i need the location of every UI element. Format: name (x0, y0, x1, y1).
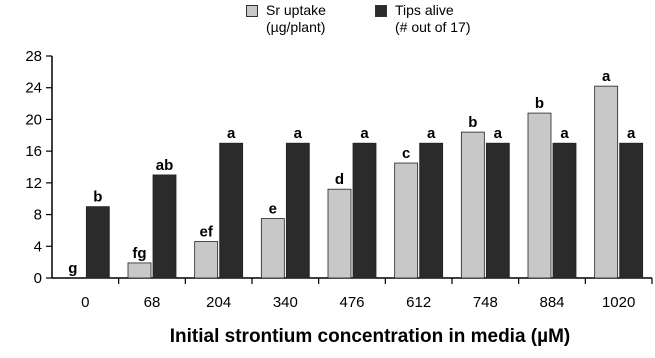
sr-uptake-significance-label: g (68, 260, 77, 277)
y-tick-label: 12 (25, 175, 42, 192)
y-tick-label: 0 (34, 270, 42, 287)
sr-uptake-significance-label: b (468, 114, 477, 131)
sr-uptake-significance-label: c (402, 145, 410, 162)
sr-uptake-significance-label: a (602, 68, 611, 85)
tips-alive-significance-label: a (494, 125, 503, 142)
sr-uptake-significance-label: e (269, 201, 277, 218)
sr-uptake-bar (594, 85, 619, 279)
x-tick-label: 476 (339, 294, 364, 311)
legend-item-sr-uptake: Sr uptake (µg/plant) (246, 2, 326, 36)
tips-alive-significance-label: a (560, 125, 569, 142)
tips-alive-bar (152, 174, 177, 279)
y-tick-label: 20 (25, 111, 42, 128)
tips-alive-bar (85, 206, 110, 279)
x-tick-label: 68 (144, 294, 161, 311)
sr-uptake-bar (260, 218, 285, 279)
sr-uptake-bar (527, 112, 552, 279)
x-tick-label: 204 (206, 294, 231, 311)
tips-alive-significance-label: ab (156, 157, 174, 174)
sr-uptake-significance-label: b (535, 95, 544, 112)
x-tick-label: 1020 (602, 294, 635, 311)
sr-uptake-bar (460, 131, 485, 279)
y-tick-label: 8 (34, 207, 42, 224)
sr-uptake-significance-label: ef (199, 224, 213, 241)
tips-alive-bar (219, 142, 244, 279)
x-tick-label: 340 (273, 294, 298, 311)
tips-alive-significance-label: a (227, 125, 236, 142)
tips-alive-bar (352, 142, 377, 279)
legend-label-tips-alive: Tips alive (# out of 17) (395, 2, 471, 35)
legend-swatch-sr-uptake (246, 5, 258, 17)
sr-uptake-bar (327, 188, 352, 279)
x-axis-title: Initial strontium concentration in media… (169, 326, 571, 347)
tips-alive-bar (419, 142, 444, 279)
sr-uptake-significance-label: fg (132, 245, 146, 262)
sr-uptake-bar (127, 262, 152, 279)
y-tick-label: 16 (25, 143, 42, 160)
tips-alive-bar (619, 142, 644, 279)
sr-uptake-bar (394, 162, 419, 279)
x-tick-label: 0 (81, 294, 89, 311)
y-tick-label: 24 (25, 80, 42, 97)
legend-item-tips-alive: Tips alive (# out of 17) (375, 2, 471, 36)
tips-alive-significance-label: b (93, 189, 102, 206)
tips-alive-significance-label: a (427, 125, 436, 142)
x-tick-label: 612 (406, 294, 431, 311)
tips-alive-significance-label: a (627, 125, 636, 142)
x-tick-label: 748 (473, 294, 498, 311)
tips-alive-significance-label: a (360, 125, 369, 142)
tips-alive-significance-label: a (294, 125, 303, 142)
legend-swatch-tips-alive (375, 5, 387, 17)
y-tick-label: 28 (25, 48, 42, 65)
sr-uptake-bar (194, 241, 219, 279)
tips-alive-bar (485, 142, 510, 279)
y-tick-label: 4 (34, 238, 42, 255)
tips-alive-bar (285, 142, 310, 279)
legend-label-sr-uptake: Sr uptake (µg/plant) (266, 2, 326, 35)
x-tick-label: 884 (539, 294, 564, 311)
sr-uptake-significance-label: d (335, 171, 344, 188)
tips-alive-bar (552, 142, 577, 279)
